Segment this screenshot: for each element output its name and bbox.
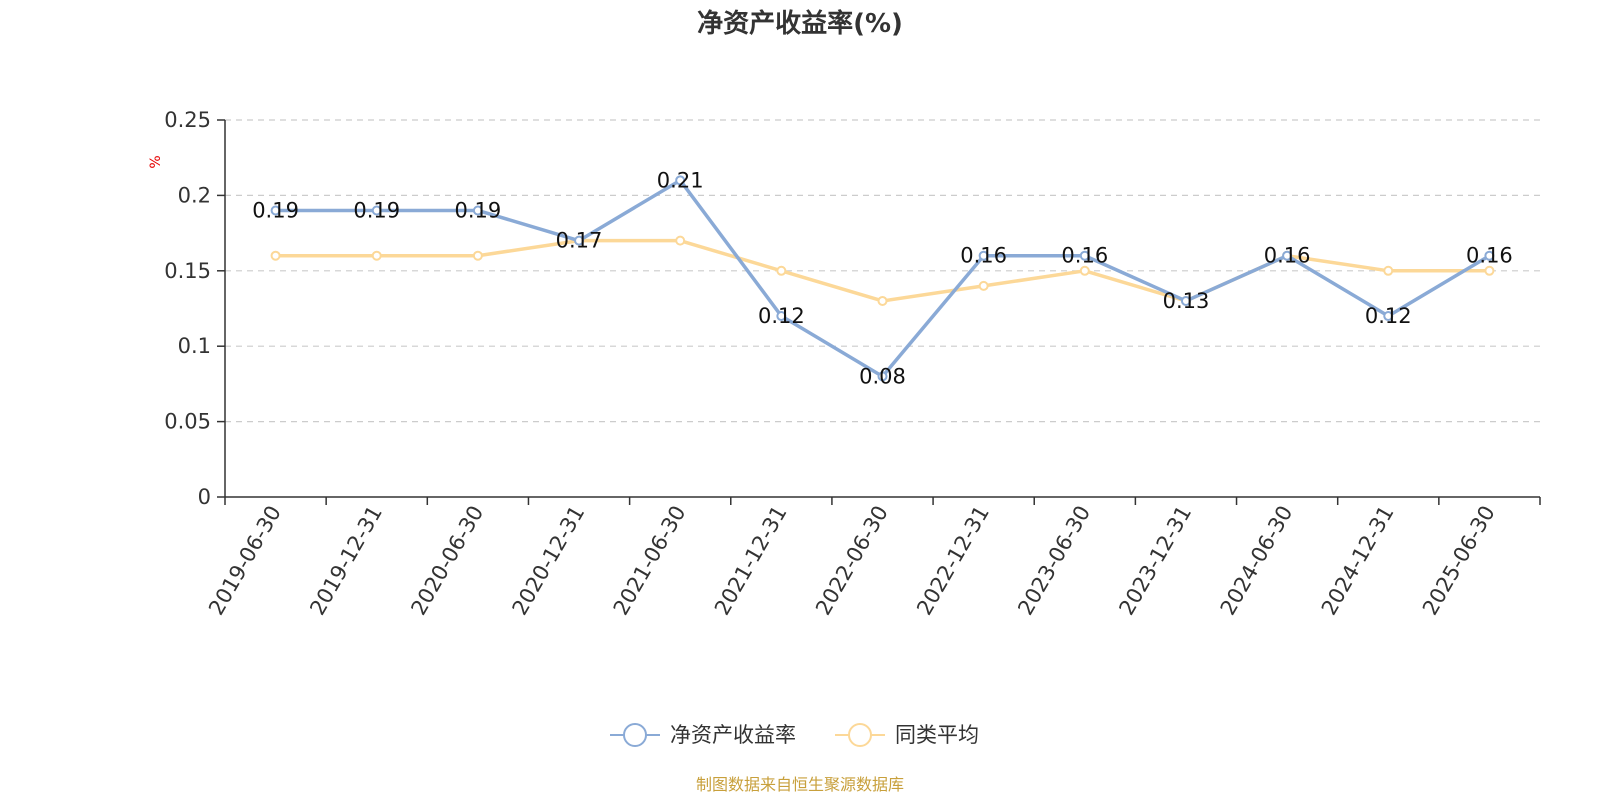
x-tick-label: 2020-06-30 (406, 502, 488, 620)
data-label: 0.21 (657, 168, 704, 192)
data-labels: 0.19 0.19 0.19 0.17 0.21 0.12 0.08 0.16 0.16 0.13… (252, 168, 1513, 388)
chart-title: 净资产收益率(%) (697, 8, 903, 39)
data-label: 0.19 (252, 198, 299, 222)
data-point (1383, 265, 1394, 276)
x-tick-label: 2025-06-30 (1418, 502, 1500, 620)
legend-label: 净资产收益率 (670, 723, 796, 747)
data-point (371, 250, 382, 261)
data-label: 0.16 (960, 244, 1007, 268)
data-point (776, 265, 787, 276)
y-tick-label: 0.2 (178, 183, 211, 207)
data-point (776, 311, 787, 322)
data-point (472, 205, 483, 216)
data-point (675, 175, 686, 186)
data-point (675, 235, 686, 246)
x-tick-label: 2022-12-31 (912, 501, 994, 619)
x-tick-label: 2021-12-31 (710, 502, 792, 620)
legend-label: 同类平均 (895, 723, 979, 747)
data-point (1282, 250, 1293, 261)
series-lines (270, 175, 1495, 382)
data-label: 0.19 (455, 198, 502, 222)
x-tick-label: 2019-12-31 (305, 502, 387, 620)
data-point (270, 205, 281, 216)
data-label: 0.16 (1264, 244, 1311, 268)
data-point (1383, 311, 1394, 322)
y-tick-label: 0.05 (164, 410, 211, 434)
x-tick-label: 2021-06-30 (609, 502, 691, 620)
data-point (877, 371, 888, 382)
data-label: 0.13 (1163, 289, 1210, 313)
data-point (1484, 265, 1495, 276)
x-tick-label: 2020-12-31 (508, 502, 590, 620)
x-tick-label: 2024-06-30 (1216, 502, 1298, 620)
x-tick-label: 2023-06-30 (1013, 502, 1095, 620)
data-point (877, 295, 888, 306)
y-tick-label: 0.1 (178, 334, 211, 358)
data-point (574, 235, 585, 246)
x-tick-label: 2019-06-30 (204, 502, 286, 620)
x-tick-label: 2022-06-30 (811, 502, 893, 620)
legend-item[interactable]: 净资产收益率 (610, 723, 796, 747)
data-point (978, 280, 989, 291)
y-axis-label: % (148, 155, 164, 168)
data-point (1079, 250, 1090, 261)
data-point (1180, 295, 1191, 306)
source-note: 制图数据来自恒生聚源数据库 (696, 775, 904, 794)
legend-marker-icon (623, 723, 647, 747)
x-tick-label: 2024-12-31 (1317, 502, 1399, 620)
legend[interactable]: 净资产收益率 同类平均 (610, 723, 979, 747)
data-label: 0.08 (859, 364, 906, 388)
data-point (472, 250, 483, 261)
legend-marker-icon (848, 723, 872, 747)
x-tick-label: 2023-12-31 (1114, 502, 1196, 620)
data-point (1484, 250, 1495, 261)
legend-item[interactable]: 同类平均 (835, 723, 979, 747)
data-label: 0.16 (1466, 244, 1513, 268)
data-label: 0.19 (353, 198, 400, 222)
data-point (270, 250, 281, 261)
data-point (1079, 265, 1090, 276)
data-point (371, 205, 382, 216)
data-label: 0.12 (758, 304, 805, 328)
y-tick-label: 0.25 (164, 108, 211, 132)
y-tick-label: 0.15 (164, 259, 211, 283)
data-label: 0.12 (1365, 304, 1412, 328)
data-label: 0.17 (556, 229, 603, 253)
y-tick-label: 0 (198, 485, 211, 509)
data-label: 0.16 (1061, 244, 1108, 268)
data-point (978, 250, 989, 261)
